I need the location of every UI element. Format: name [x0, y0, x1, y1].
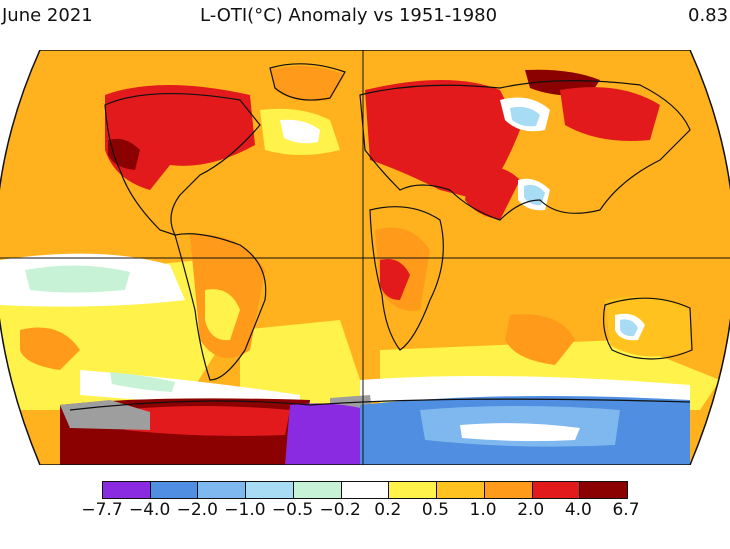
map-region	[605, 296, 690, 357]
legend-tick-label: −0.5	[271, 500, 314, 520]
legend-tick-label: −0.2	[319, 500, 361, 520]
anomaly-map	[0, 50, 730, 465]
legend-swatch	[150, 482, 199, 498]
coastlines	[69, 63, 693, 411]
legend-tick-label: 6.7	[612, 500, 640, 520]
map-region	[460, 423, 580, 442]
map-region	[380, 259, 410, 300]
map-canvas	[0, 50, 730, 465]
global-mean-value: 0.83	[688, 5, 729, 26]
legend-tick-label: −2.0	[176, 500, 218, 520]
map-region	[110, 372, 175, 392]
map-region	[20, 327, 80, 370]
date-label: June 2021	[2, 5, 93, 26]
legend-tick-label: 4.0	[564, 500, 592, 520]
map-region	[240, 320, 370, 410]
legend-swatch	[341, 482, 390, 498]
legend-swatch	[484, 482, 533, 498]
globe-outline	[0, 50, 730, 465]
legend-swatch	[198, 482, 247, 498]
legend-tick-label: 0.5	[421, 500, 449, 520]
legend-swatch	[293, 482, 342, 498]
legend-swatch	[103, 482, 151, 498]
map-region	[560, 87, 660, 141]
legend-swatch	[580, 482, 628, 498]
map-title: L-OTI(°C) Anomaly vs 1951-1980	[200, 5, 498, 26]
legend-swatch	[389, 482, 438, 498]
map-region	[620, 319, 638, 337]
map-region	[505, 314, 575, 365]
map-region	[25, 265, 130, 293]
map-region	[205, 289, 240, 341]
legend-tick-label: −4.0	[128, 500, 171, 520]
no-data-region	[60, 400, 150, 430]
legend-swatch	[532, 482, 581, 498]
legend-tick-label: −1.0	[224, 500, 266, 520]
central-asia-cool	[510, 106, 540, 127]
legend-swatch	[437, 482, 485, 498]
north-america-red	[105, 85, 255, 190]
map-region	[280, 119, 320, 144]
legend-color-bar	[102, 481, 628, 499]
legend-tick-label: −7.7	[81, 500, 123, 520]
antarctic-peninsula	[285, 403, 370, 465]
map-header: June 2021 L-OTI(°C) Anomaly vs 1951-1980…	[0, 0, 730, 34]
middle-east-red	[465, 166, 520, 220]
color-legend: −7.7 −4.0 −2.0 −1.0 −0.5 −0.2 0.2 0.5 1.0 2.0 4.0 6…	[0, 478, 730, 538]
legend-tick-label: 1.0	[469, 500, 497, 520]
map-region	[120, 406, 290, 436]
legend-tick-label: 2.0	[517, 500, 545, 520]
legend-tick-label: 0.2	[374, 500, 402, 520]
map-region	[270, 66, 345, 102]
legend-swatch	[246, 482, 294, 498]
